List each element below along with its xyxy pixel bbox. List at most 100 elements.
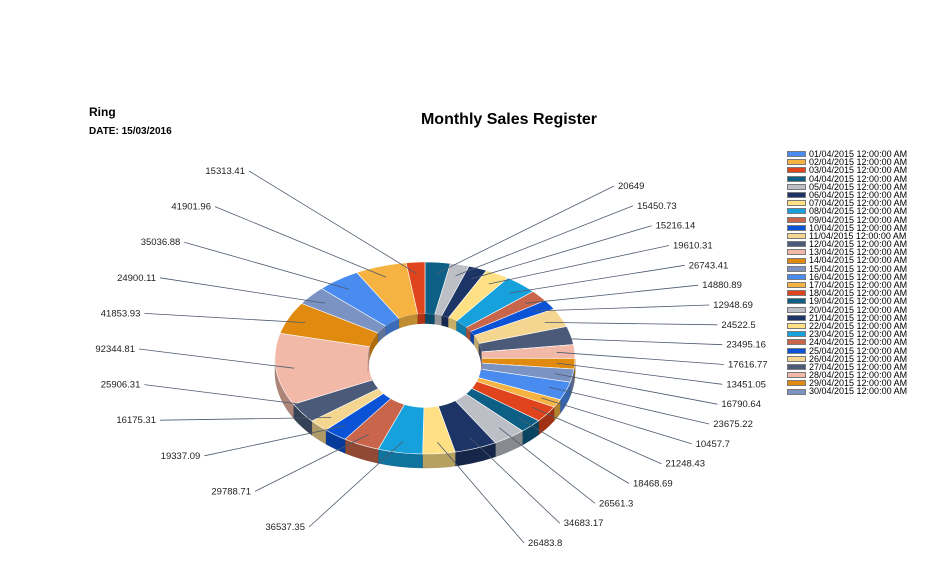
leader-line-6	[525, 284, 699, 304]
data-label-23: 16175.31	[116, 415, 156, 426]
legend-label: 04/04/2015 12:00:00 AM	[809, 173, 908, 184]
leader-line-22	[204, 425, 346, 457]
legend-swatch	[787, 323, 806, 330]
legend-item-28: 28/04/2015 12:00:00 AM	[787, 370, 927, 381]
legend-swatch	[787, 208, 806, 215]
legend-item-23: 23/04/2015 12:00:00 AM	[787, 330, 927, 339]
legend-swatch	[787, 192, 806, 199]
data-label-1: 20649	[618, 181, 644, 192]
legend-item-27: 27/04/2015 12:00:00 AM	[787, 362, 927, 371]
legend-swatch	[787, 183, 806, 190]
leader-line-24	[144, 384, 317, 407]
leader-line-5	[509, 264, 685, 294]
legend-item-17: 17/04/2015 12:00:00 AM	[787, 280, 927, 290]
legend-item-26: 26/04/2015 12:00:00 AM	[787, 354, 927, 363]
report-date: DATE: 15/03/2016	[89, 126, 172, 137]
legend-label: 28/04/2015 12:00:00 AM	[809, 370, 908, 381]
legend-item-14: 14/04/2015 12:00:00 AM	[787, 256, 927, 265]
chart-title: Monthly Sales Register	[420, 111, 598, 128]
data-label-3: 15216.14	[656, 221, 696, 232]
data-label-16: 18468.69	[633, 479, 673, 490]
leader-line-30	[248, 170, 417, 275]
data-label-12: 16790.64	[721, 399, 761, 410]
legend-label: 29/04/2015 12:00:00 AM	[809, 378, 908, 389]
leader-line-15	[532, 406, 662, 465]
data-label-24: 25906.31	[101, 380, 141, 391]
legend-swatch	[787, 380, 806, 387]
leader-line-26	[144, 313, 306, 323]
legend-swatch	[787, 282, 806, 289]
legend-swatch	[787, 355, 806, 362]
legend-label: 25/04/2015 12:00:00 AM	[809, 345, 908, 356]
legend-swatch	[787, 216, 806, 223]
data-label-7: 12948.69	[713, 300, 753, 311]
report-name: Ring	[89, 105, 116, 119]
chart-layer: 20649 15450.73 15216.14 19610.31 26743.41 148…	[95, 166, 767, 549]
inner-wall-10-1	[481, 351, 483, 372]
leader-line-16	[517, 417, 630, 484]
data-label-26: 41853.93	[101, 308, 141, 319]
legend-swatch	[787, 273, 806, 280]
leader-line-9	[553, 337, 723, 346]
legend-label: 22/04/2015 12:00:00 AM	[809, 320, 908, 331]
legend-swatch	[787, 265, 806, 272]
legend-swatch	[787, 249, 806, 256]
legend-item-7: 07/04/2015 12:00:00 AM	[787, 198, 927, 209]
legend-item-16: 16/04/2015 12:00:00 AM	[787, 272, 927, 281]
legend-item-1: 01/04/2015 12:00:00 AM	[787, 149, 927, 159]
legend-label: 24/04/2015 12:00:00 AM	[809, 337, 908, 348]
data-label-29: 41901.96	[171, 202, 211, 213]
legend-label: 07/04/2015 12:00:00 AM	[809, 198, 908, 209]
date-value: 15/03/2016	[121, 126, 172, 137]
legend-swatch	[787, 257, 806, 264]
legend-label: 06/04/2015 12:00:00 AM	[809, 189, 908, 200]
legend-swatch	[787, 372, 806, 379]
legend-swatch	[787, 232, 806, 239]
legend-item-29: 29/04/2015 12:00:00 AM	[787, 378, 927, 389]
ring-slices	[274, 261, 576, 455]
legend-label: 21/04/2015 12:00:00 AM	[809, 312, 908, 323]
data-label-9: 23495.16	[726, 340, 766, 351]
data-label-6: 14880.89	[702, 280, 742, 291]
leader-line-19	[436, 441, 525, 544]
leader-line-3	[471, 225, 652, 280]
data-label-28: 35036.88	[141, 237, 181, 248]
legend-label: 09/04/2015 12:00:00 AM	[809, 214, 908, 225]
legend-label: 01/04/2015 12:00:00 AM	[809, 149, 908, 159]
data-labels: 20649 15450.73 15216.14 19610.31 26743.41 148…	[95, 166, 767, 549]
legend-item-24: 24/04/2015 12:00:00 AM	[787, 337, 927, 348]
legend-swatch	[787, 363, 806, 370]
legend-item-20: 20/04/2015 12:00:00 AM	[787, 304, 927, 315]
data-label-19: 26483.8	[528, 538, 562, 549]
legend-item-13: 13/04/2015 12:00:00 AM	[787, 248, 927, 257]
date-label: DATE:	[89, 126, 119, 137]
legend-label: 15/04/2015 12:00:00 AM	[809, 263, 908, 274]
legend-swatch	[787, 175, 806, 182]
data-label-8: 24522.5	[721, 320, 755, 331]
legend-swatch	[787, 347, 806, 354]
data-label-30: 15313.41	[205, 166, 245, 177]
leader-line-17	[499, 427, 596, 504]
data-label-20: 36537.35	[265, 522, 305, 533]
data-label-15: 21248.43	[665, 459, 705, 470]
data-label-25: 92344.81	[95, 344, 135, 355]
legend-item-21: 21/04/2015 12:00:00 AM	[787, 312, 927, 323]
legend-item-15: 15/04/2015 12:00:00 AM	[787, 263, 927, 274]
legend-swatch	[787, 241, 806, 248]
legend-item-6: 06/04/2015 12:00:00 AM	[787, 189, 927, 200]
legend-item-5: 05/04/2015 12:00:00 AM	[787, 182, 927, 191]
data-label-13: 23675.22	[713, 419, 753, 430]
leader-line-12	[554, 373, 718, 405]
legend-swatch	[787, 388, 806, 395]
legend-label: 03/04/2015 12:00:00 AM	[809, 165, 908, 176]
legend-label: 10/04/2015 12:00:00 AM	[809, 222, 908, 233]
legend-label: 17/04/2015 12:00:00 AM	[809, 280, 908, 290]
leader-line-18	[469, 437, 561, 524]
legend-label: 20/04/2015 12:00:00 AM	[809, 304, 908, 315]
legend-item-2: 02/04/2015 12:00:00 AM	[787, 158, 927, 167]
legend-swatch	[787, 159, 806, 166]
legend-swatch	[787, 331, 806, 338]
leader-line-2	[455, 205, 634, 277]
data-label-22: 19337.09	[161, 451, 201, 462]
